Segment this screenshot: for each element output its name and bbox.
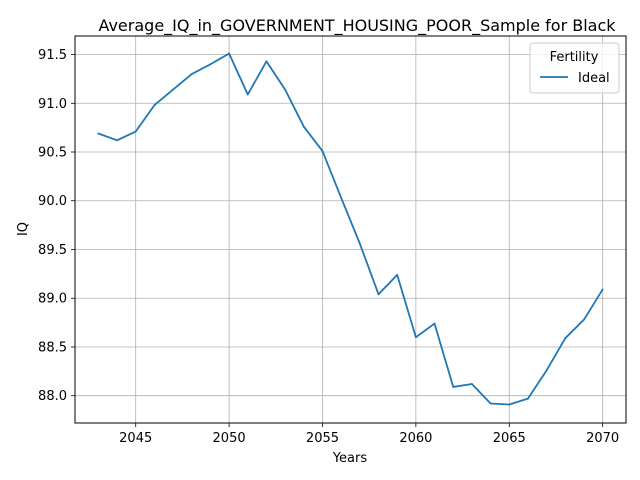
y-tick-label: 90.5 — [38, 146, 67, 161]
legend-title: Fertility — [550, 50, 599, 65]
y-tick-label: 88.5 — [38, 340, 67, 355]
data-point — [340, 196, 343, 199]
y-axis-label: IQ — [16, 222, 31, 236]
data-point — [116, 139, 118, 142]
data-point — [583, 318, 585, 321]
data-point — [172, 88, 174, 91]
data-point — [190, 73, 193, 75]
x-tick-label: 2065 — [493, 431, 526, 446]
data-point — [471, 383, 473, 385]
legend-box — [529, 42, 620, 94]
y-tick-label: 90.0 — [38, 194, 67, 209]
data-point — [228, 52, 230, 55]
x-tick-label: 2055 — [306, 431, 339, 446]
data-point — [246, 93, 249, 96]
grid — [75, 36, 626, 423]
data-point — [153, 104, 156, 107]
y-tick-label: 91.0 — [38, 97, 67, 112]
x-axis-label: Years — [332, 451, 368, 466]
data-point — [97, 132, 100, 135]
x-axis: 2045 2050 2055 2060 2065 2070 — [119, 423, 619, 446]
data-point — [601, 288, 604, 291]
data-point — [134, 130, 137, 133]
y-tick-label: 88.0 — [38, 389, 67, 404]
series-layer — [97, 52, 604, 406]
data-point — [414, 336, 417, 339]
y-tick-label: 89.5 — [38, 243, 67, 258]
data-point — [358, 242, 361, 245]
x-tick-label: 2045 — [119, 431, 152, 446]
data-point — [377, 293, 380, 296]
data-point — [321, 150, 324, 152]
y-tick-label: 89.0 — [38, 292, 67, 307]
data-point — [302, 125, 305, 128]
legend: Fertility Ideal — [529, 42, 620, 94]
plot-area-frame — [74, 35, 627, 424]
data-point — [545, 369, 548, 372]
x-tick-label: 2060 — [399, 431, 432, 446]
data-point — [209, 63, 212, 66]
data-point — [489, 402, 492, 405]
data-point — [527, 397, 529, 400]
data-point — [265, 60, 268, 63]
data-point — [452, 386, 455, 388]
y-axis: 88.0 88.5 89.0 89.5 90.0 90.5 91.0 91.5 — [38, 48, 75, 404]
data-point — [396, 273, 399, 276]
x-tick-label: 2050 — [213, 431, 246, 446]
x-tick-label: 2070 — [586, 431, 619, 446]
series-line-ideal — [98, 52, 604, 406]
legend-label-ideal: Ideal — [578, 71, 610, 86]
data-point — [564, 337, 567, 340]
data-point — [508, 403, 511, 406]
chart-title: Average_IQ_in_GOVERNMENT_HOUSING_POOR_Sa… — [98, 16, 616, 36]
data-point — [433, 322, 436, 325]
data-point — [284, 88, 287, 91]
y-tick-label: 91.5 — [38, 48, 67, 63]
